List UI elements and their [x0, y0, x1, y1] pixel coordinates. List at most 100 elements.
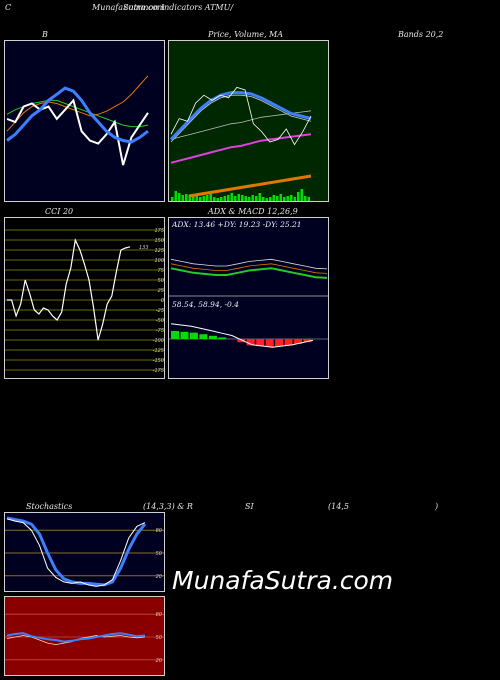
- macd-histogram-bar: [199, 334, 208, 339]
- volume-bar: [178, 193, 181, 201]
- volume-bar: [192, 196, 195, 201]
- volume-bar: [216, 198, 219, 201]
- price-chart: [169, 86, 312, 201]
- cci-tick-label: -50: [156, 318, 164, 324]
- rsi-line: [6, 632, 146, 643]
- adx-chart: ADX: 13.46 +DY: 19.23 -DY: 25.21 58.54, 5…: [169, 220, 328, 348]
- volume-bar: [199, 197, 202, 201]
- volume-bar: [171, 197, 174, 201]
- volume-bar: [307, 197, 310, 201]
- macd-histogram-bar: [303, 339, 312, 343]
- stoch-k-line: [6, 518, 146, 587]
- cci-tick-label: -150: [153, 358, 164, 364]
- volume-bar: [293, 197, 296, 201]
- cci-line: [7, 237, 131, 341]
- adx-panel: ADX: 13.46 +DY: 19.23 -DY: 25.21 58.54, 5…: [168, 217, 329, 379]
- cci-tick-label: -175: [153, 368, 164, 374]
- rsi-params: (14,5: [328, 502, 349, 511]
- cci-tick-label: -125: [153, 348, 164, 354]
- volume-bar: [248, 197, 251, 201]
- plus-di-line: [170, 258, 328, 270]
- rsi-tick-label: 80: [156, 612, 162, 618]
- volume-bar: [258, 193, 261, 201]
- volume-bar: [262, 197, 265, 201]
- bands-title: Bands 20,2: [398, 30, 444, 39]
- volume-bar: [283, 197, 286, 201]
- rsi-panel: 80 50 20: [4, 596, 165, 676]
- macd-histogram-bar: [180, 331, 189, 339]
- volume-bar: [195, 196, 198, 201]
- macd-line: [170, 323, 314, 348]
- bb-price-line: [6, 98, 149, 166]
- header-left-char: C: [5, 3, 12, 12]
- macd-histogram-bar: [218, 337, 227, 339]
- cci-tick-label: 25: [158, 288, 164, 294]
- stoch-title: Stochastics: [26, 502, 73, 511]
- volume-bar: [276, 196, 279, 201]
- macd-histogram-bar: [237, 339, 246, 343]
- adx-annotation: ADX: 13.46 +DY: 19.23 -DY: 25.21: [171, 220, 302, 229]
- stoch-panel: 80 50 20: [4, 512, 165, 592]
- adx-line: [170, 267, 328, 279]
- macd-histogram-bar: [256, 339, 265, 347]
- minus-di-line: [170, 263, 328, 274]
- volume-bar: [227, 195, 230, 201]
- stoch-tick-label: 20: [156, 574, 162, 580]
- bb-chart: [6, 75, 149, 166]
- rsi-tick-label: 50: [156, 635, 162, 641]
- site-title: MunafaSutra.com: [92, 3, 165, 12]
- volume-bar: [286, 196, 289, 201]
- volume-bar: [304, 196, 307, 201]
- adx-title: ADX & MACD 12,26,9: [208, 207, 298, 216]
- volume-bar: [188, 195, 191, 201]
- cci-panel: 175 150 125 100 75 50 25 0 -25 -50 -75 -100 -125 -150…: [4, 217, 165, 379]
- stoch-tick-label: 80: [156, 528, 162, 534]
- price-ma-magenta: [170, 133, 312, 164]
- volume-bar: [202, 196, 205, 201]
- volume-bar: [223, 196, 226, 201]
- page-subtitle: common Indicators ATMU/: [124, 3, 234, 12]
- macd-histogram-bar: [189, 332, 198, 339]
- macd-histogram-bar: [284, 339, 293, 346]
- macd-histogram-bar: [265, 339, 274, 347]
- cci-tick-label: 150: [154, 238, 164, 244]
- cci-tick-label: 50: [158, 278, 164, 284]
- volume-bar: [220, 197, 223, 201]
- macd-histogram-bar: [171, 331, 179, 339]
- volume-ma: [188, 174, 312, 198]
- volume-bar: [209, 194, 212, 201]
- bb-title: B: [42, 30, 48, 39]
- cci-tick-label: 100: [154, 258, 164, 264]
- volume-bar: [234, 196, 237, 201]
- volume-bar: [206, 195, 209, 201]
- cci-chart: 175 150 125 100 75 50 25 0 -25 -50 -75 -100 -125 -150…: [5, 228, 164, 374]
- volume-bar: [230, 193, 233, 201]
- macd-histogram-bar: [294, 339, 303, 344]
- stoch-chart: 80 50 20: [5, 516, 164, 587]
- rsi-close: ): [435, 502, 439, 511]
- volume-bar: [251, 195, 254, 201]
- volume-bar: [185, 194, 188, 201]
- volume-bar: [272, 195, 275, 201]
- macd-annotation: 58.54, 58.94, -0.4: [172, 300, 239, 309]
- volume-bar: [297, 192, 300, 201]
- cci-current-label: 133: [139, 245, 149, 251]
- macd-histogram-bar: [275, 339, 284, 347]
- watermark: MunafaSutra.com: [172, 566, 394, 595]
- volume-bar: [265, 198, 268, 201]
- cci-tick-label: -100: [153, 338, 164, 344]
- cci-tick-label: -75: [156, 328, 164, 334]
- cci-tick-label: 175: [154, 228, 164, 234]
- volume-bar: [241, 195, 244, 201]
- volume-bar: [269, 197, 272, 201]
- rsi-chart: 80 50 20: [5, 612, 164, 664]
- price-ma-long: [170, 94, 312, 143]
- bb-panel: [4, 40, 165, 202]
- volume-bar: [237, 194, 240, 201]
- volume-bar: [181, 195, 184, 201]
- volume-bar: [174, 191, 177, 201]
- cci-tick-label: 125: [154, 248, 164, 254]
- rsi-title: SI: [245, 502, 254, 511]
- price-title: Price, Volume, MA: [208, 30, 284, 39]
- price-panel: [168, 40, 329, 202]
